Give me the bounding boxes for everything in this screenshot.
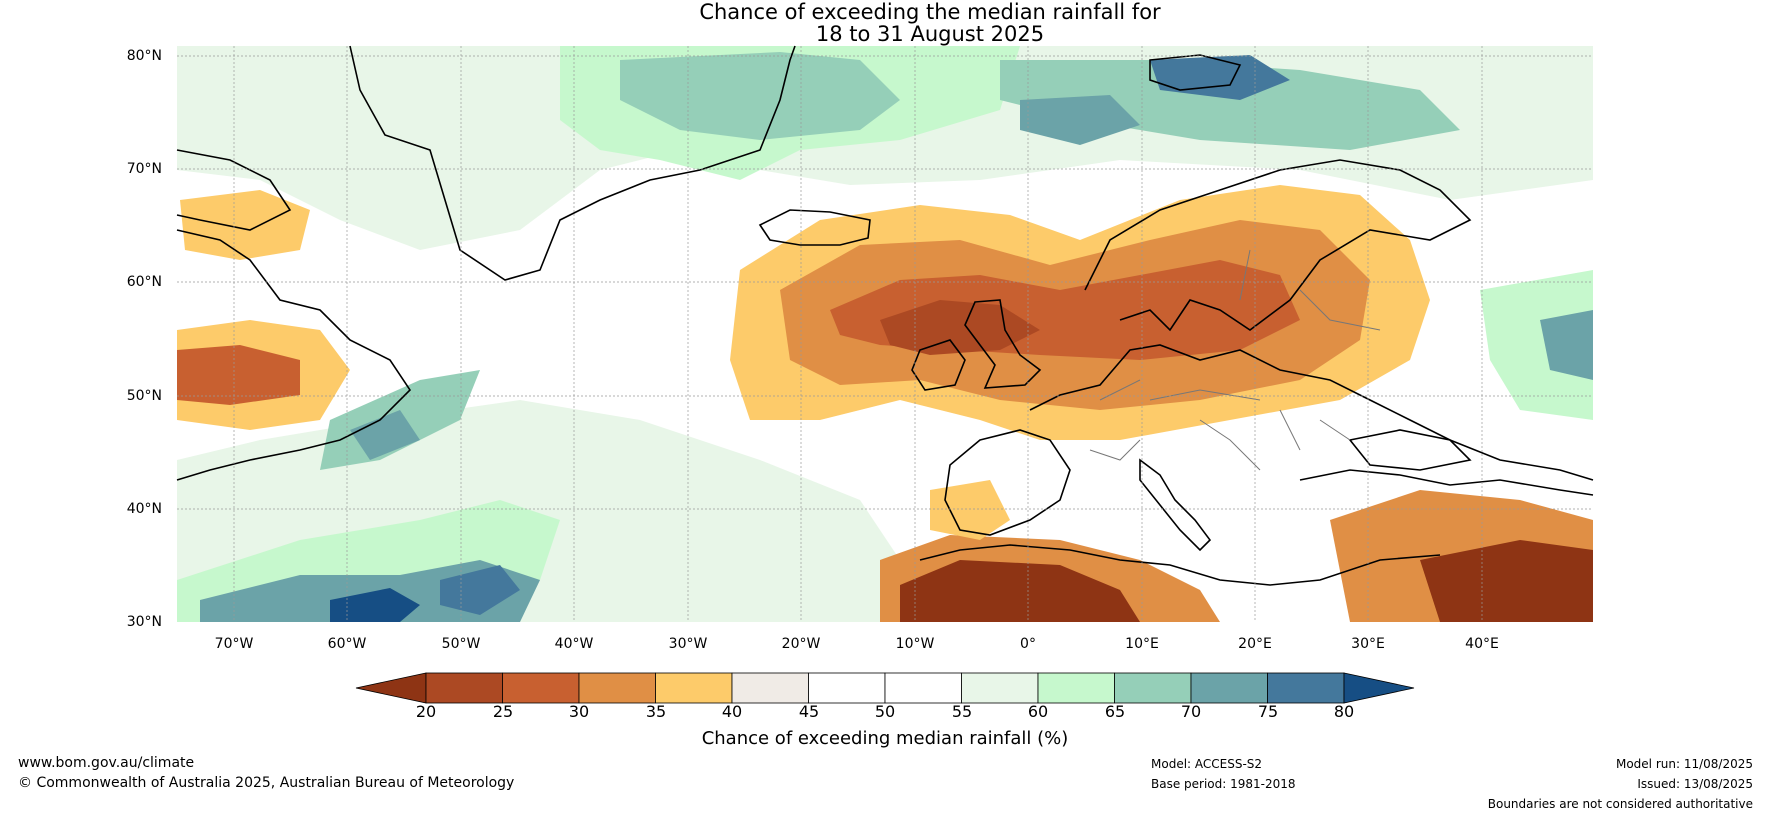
coastline-great-britain xyxy=(964,299,1042,389)
lon-label-20w: 20°W xyxy=(781,636,821,652)
colorbar-tick-40: 40 xyxy=(721,702,743,721)
colorbar-tick-60: 60 xyxy=(1027,702,1049,721)
colorbar-segment xyxy=(808,672,886,704)
lat-label-80n: 80°N xyxy=(126,48,162,64)
colorbar-tick-45: 45 xyxy=(798,702,820,721)
colorbar-segment xyxy=(731,672,809,704)
colorbar-tick-30: 30 xyxy=(568,702,590,721)
colorbar xyxy=(355,672,1415,704)
footer-model: Model: ACCESS-S2 xyxy=(1151,757,1263,771)
footer-model-run: Model run: 11/08/2025 xyxy=(1615,757,1753,771)
lon-label-0: 0° xyxy=(1020,636,1036,652)
region-blue-arctic-2 xyxy=(1020,95,1140,145)
lat-label-60n: 60°N xyxy=(126,274,162,290)
region-teal-east xyxy=(1540,310,1593,380)
coastline-svalbard xyxy=(1149,54,1242,91)
colorbar-tick-20: 20 xyxy=(415,702,437,721)
coastline-ireland xyxy=(911,339,966,391)
region-brown-mideast xyxy=(1420,540,1593,622)
border-lines-europe xyxy=(1089,249,1381,471)
region-light-orange-spain xyxy=(930,480,1010,540)
lon-label-10e: 10°E xyxy=(1125,636,1159,652)
lon-label-40e: 40°E xyxy=(1465,636,1499,652)
gridlines xyxy=(177,46,1593,622)
country-borders xyxy=(1089,249,1381,471)
map-title-line1: Chance of exceeding the median rainfall … xyxy=(699,0,1161,24)
coastline-europe xyxy=(1029,344,1594,481)
colorbar-tick-25: 25 xyxy=(492,702,514,721)
colorbar-segment xyxy=(502,672,580,704)
colorbar-tick-75: 75 xyxy=(1257,702,1279,721)
footer-disclaimer: Boundaries are not considered authoritat… xyxy=(1487,797,1753,811)
region-teal-arctic xyxy=(1000,60,1460,150)
colorbar-extension-low xyxy=(355,672,427,704)
region-blue-subtropical-2 xyxy=(440,565,520,615)
lat-label-70n: 70°N xyxy=(126,161,162,177)
colorbar-segment xyxy=(1190,672,1268,704)
footer-copyright: © Commonwealth of Australia 2025, Austra… xyxy=(18,775,515,791)
coastline-baffin xyxy=(176,149,292,231)
coastline-italy xyxy=(1139,458,1212,552)
region-teal-north xyxy=(620,52,900,140)
lon-label-10w: 10°W xyxy=(895,636,935,652)
colorbar-segment xyxy=(884,672,962,704)
footer-issued: Issued: 13/08/2025 xyxy=(1637,777,1753,791)
coastline-scandinavia xyxy=(1084,159,1472,332)
colorbar-segment xyxy=(425,672,503,704)
colorbar-tick-70: 70 xyxy=(1180,702,1202,721)
colorbar-segment xyxy=(961,672,1039,704)
colorbar-title: Chance of exceeding median rainfall (%) xyxy=(701,728,1069,749)
lat-label-50n: 50°N xyxy=(126,388,162,404)
region-blue-subtropical xyxy=(330,588,420,622)
lon-label-70w: 70°W xyxy=(214,636,254,652)
footer-base-period: Base period: 1981-2018 xyxy=(1151,777,1296,791)
coastline-turkey xyxy=(1299,469,1594,496)
region-green-east xyxy=(1480,270,1593,420)
map-title-line2: 18 to 31 August 2025 xyxy=(815,22,1045,46)
region-brown-uk xyxy=(880,300,1040,355)
footer-url: www.bom.gov.au/climate xyxy=(18,755,195,771)
colorbar-segment xyxy=(1267,672,1345,704)
rainfall-map xyxy=(176,45,1594,622)
colorbar-extension-high xyxy=(1343,672,1415,704)
colorbar-tick-55: 55 xyxy=(951,702,973,721)
coastline-greenland xyxy=(349,45,796,281)
coastline-iceland xyxy=(758,209,871,246)
coastlines xyxy=(176,45,1594,586)
coastline-iberia xyxy=(944,429,1071,536)
rainfall-regions xyxy=(177,46,1593,622)
lon-label-50w: 50°W xyxy=(441,636,481,652)
colorbar-segment xyxy=(1037,672,1115,704)
colorbar-segment xyxy=(1114,672,1192,704)
lon-label-60w: 60°W xyxy=(327,636,367,652)
region-brown-north-africa xyxy=(900,560,1140,622)
lon-label-40w: 40°W xyxy=(554,636,594,652)
colorbar-tick-65: 65 xyxy=(1104,702,1126,721)
region-dark-orange-iceland-west xyxy=(177,345,300,405)
colorbar-tick-80: 80 xyxy=(1333,702,1355,721)
colorbar-segment xyxy=(578,672,656,704)
lat-label-40n: 40°N xyxy=(126,501,162,517)
coastline-canada xyxy=(176,229,412,481)
colorbar-segment xyxy=(655,672,733,704)
coastline-north-africa xyxy=(919,544,1441,586)
region-light-orange-greenland-west xyxy=(180,190,310,260)
colorbar-tick-50: 50 xyxy=(874,702,896,721)
lat-label-30n: 30°N xyxy=(126,614,162,630)
region-blue-labrador xyxy=(350,410,420,460)
lon-label-20e: 20°E xyxy=(1238,636,1272,652)
lon-label-30w: 30°W xyxy=(668,636,708,652)
lon-label-30e: 30°E xyxy=(1351,636,1385,652)
coastline-black-sea xyxy=(1348,429,1472,471)
colorbar-tick-35: 35 xyxy=(645,702,667,721)
